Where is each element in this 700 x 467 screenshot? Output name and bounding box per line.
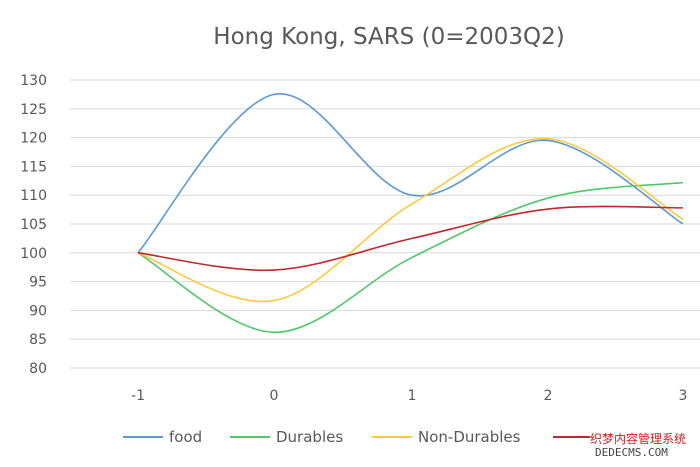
y-tick-label: 85 <box>29 332 47 348</box>
y-tick-label: 125 <box>20 102 47 118</box>
y-tick-label: 120 <box>20 131 47 147</box>
y-tick-label: 105 <box>20 217 47 233</box>
watermark-text: 织梦内容管理系统 <box>590 430 687 447</box>
y-tick-label: 110 <box>20 188 47 204</box>
legend-label: food <box>169 428 202 446</box>
y-tick-label: 130 <box>20 73 47 89</box>
series-line-food <box>137 93 684 254</box>
legend: food Durables Non-Durables <box>123 428 593 446</box>
y-tick-label: 95 <box>29 275 47 291</box>
watermark-url: DEDECMS.COM <box>595 446 668 459</box>
series-line-non-durables <box>137 137 684 303</box>
y-tick-label: 80 <box>29 361 47 377</box>
series-line-unnamed-3 <box>137 205 684 272</box>
x-tick-label: -1 <box>131 388 145 404</box>
y-tick-label: 115 <box>20 159 47 175</box>
series-lines <box>137 93 684 334</box>
y-axis-ticks: 80 85 90 95 100 105 110 115 120 125 130 <box>20 73 47 377</box>
x-tick-label: 2 <box>544 388 553 404</box>
legend-label: Durables <box>276 428 343 446</box>
y-tick-label: 90 <box>29 303 47 319</box>
legend-label: Non-Durables <box>418 428 521 446</box>
y-tick-label: 100 <box>20 246 47 262</box>
x-tick-label: 1 <box>408 388 417 404</box>
x-tick-label: 0 <box>270 388 279 404</box>
chart-title: Hong Kong, SARS (0=2003Q2) <box>213 24 564 50</box>
x-tick-label: 3 <box>679 388 688 404</box>
series-line-durables <box>137 181 684 334</box>
x-axis-ticks: -1 0 1 2 3 <box>131 388 687 404</box>
